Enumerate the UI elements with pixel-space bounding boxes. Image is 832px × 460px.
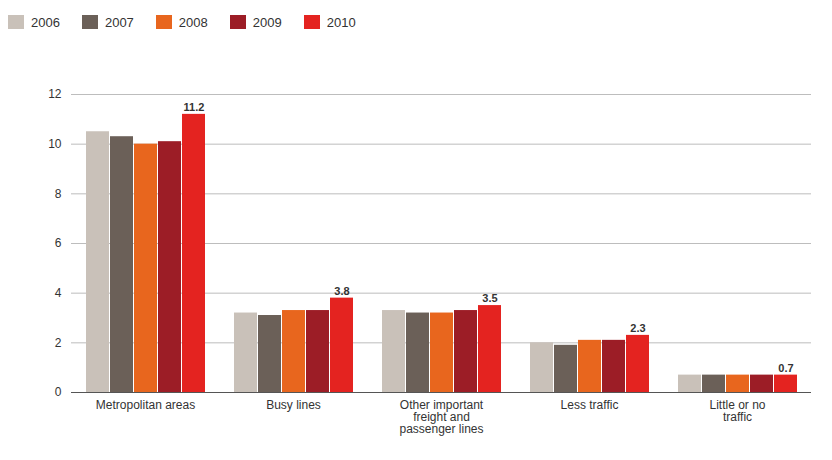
svg-text:2: 2 [55, 336, 62, 350]
svg-text:4: 4 [55, 286, 62, 300]
svg-text:Busy lines: Busy lines [266, 398, 321, 412]
svg-text:0.7: 0.7 [778, 362, 793, 374]
svg-text:3.8: 3.8 [334, 285, 349, 297]
svg-text:10: 10 [48, 137, 62, 151]
svg-text:Less traffic: Less traffic [561, 398, 619, 412]
svg-text:8: 8 [55, 187, 62, 201]
svg-text:3.5: 3.5 [482, 292, 497, 304]
html-text:2006: 2006 [31, 14, 60, 30]
html-text:2009: 2009 [252, 14, 282, 30]
svg-text:Little or notraffic: Little or notraffic [709, 398, 765, 424]
html-text:2007: 2007 [104, 14, 134, 30]
svg-text:12: 12 [48, 87, 62, 101]
html-text:2008: 2008 [178, 14, 208, 30]
svg-text:2.3: 2.3 [630, 322, 645, 334]
svg-text:Metropolitan areas: Metropolitan areas [96, 398, 195, 412]
svg-text:0: 0 [55, 385, 62, 399]
svg-text:6: 6 [55, 236, 62, 250]
svg-text:Other importantfreight andpass: Other importantfreight andpassenger line… [399, 398, 483, 436]
svg-text:11.2: 11.2 [184, 101, 205, 113]
html-text:2010: 2010 [326, 14, 356, 30]
